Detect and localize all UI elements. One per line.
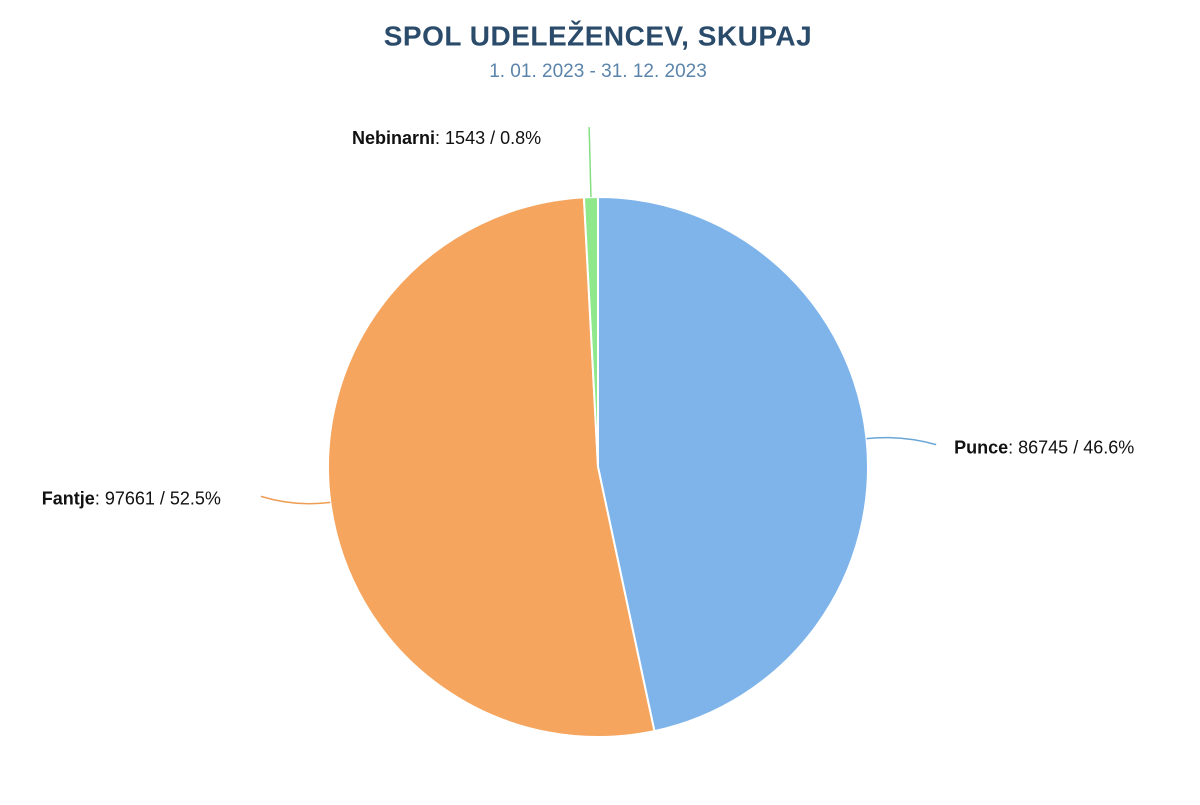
- leader-line: [866, 436, 937, 446]
- value-label: : 1543 / 0.8%: [435, 128, 541, 148]
- pie-slice: [582, 195, 599, 468]
- leader-line: [260, 495, 331, 505]
- chart-subtitle: 1. 01. 2023 - 31. 12. 2023: [489, 61, 707, 82]
- category-label: Nebinarni: [352, 128, 435, 148]
- category-label: Punce: [954, 437, 1008, 457]
- data-label: Fantje: 97661 / 52.5%: [42, 488, 221, 508]
- chart-title: SPOL UDELEŽENCEV, SKUPAJ: [384, 20, 812, 51]
- leader-line: [588, 127, 592, 198]
- pie-slice: [327, 196, 656, 738]
- pie-slice: [597, 195, 870, 733]
- value-label: : 97661 / 52.5%: [95, 488, 221, 508]
- data-label: Punce: 86745 / 46.6%: [954, 437, 1134, 457]
- data-label: Nebinarni: 1543 / 0.8%: [352, 128, 541, 148]
- value-label: : 86745 / 46.6%: [1008, 437, 1134, 457]
- category-label: Fantje: [42, 488, 95, 508]
